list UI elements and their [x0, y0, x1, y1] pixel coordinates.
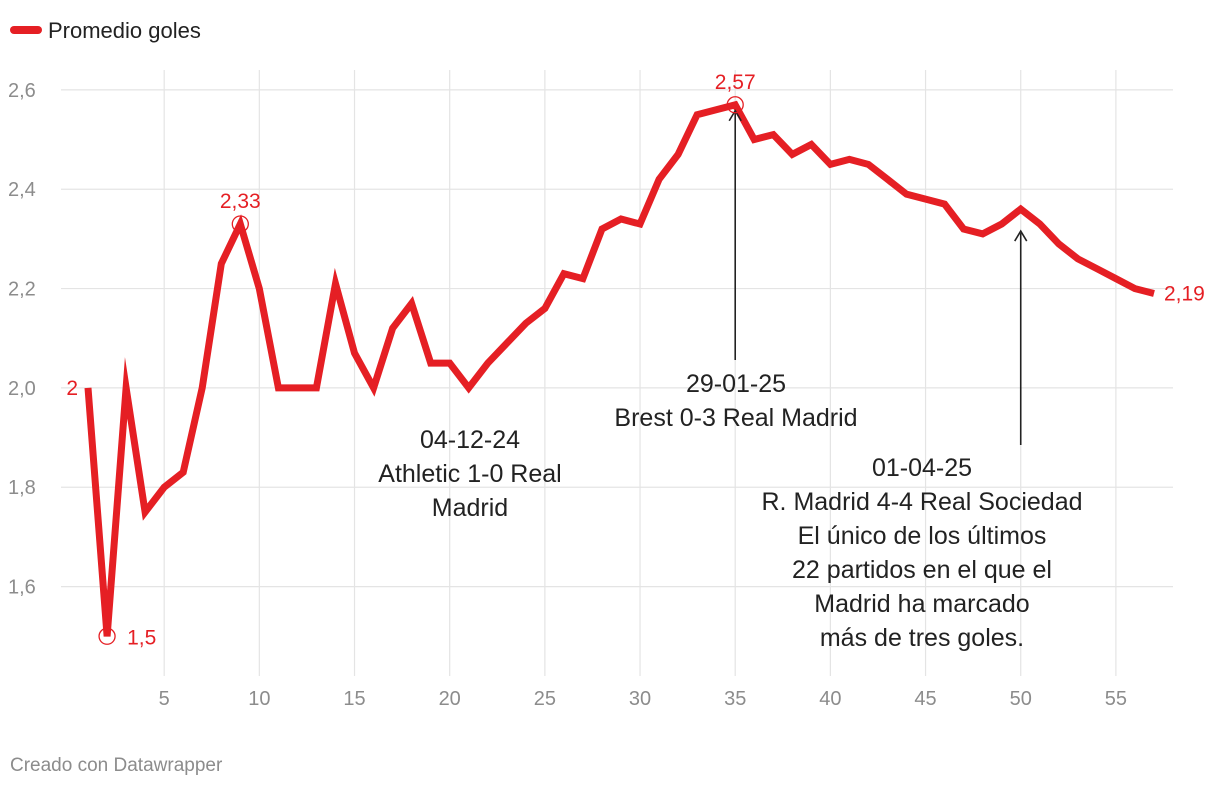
x-tick-label: 40	[819, 688, 841, 710]
axes: 1,6 1,8 2,0 2,2 2,4 2,6 5 10 15 20 25 30 35 40 45 50 55	[8, 80, 1127, 710]
point-labels: 2 1,5 2,33 2,57 2,19	[66, 71, 1204, 649]
y-tick-label: 2,0	[8, 378, 36, 400]
point-label: 1,5	[127, 626, 156, 649]
annotations: 04-12-24 Athletic 1-0 Real Madrid 29-01-25 B…	[378, 109, 1083, 652]
annotation-text: Madrid	[432, 494, 508, 522]
x-tick-label: 5	[159, 688, 170, 710]
point-label: 2,19	[1164, 283, 1205, 306]
annotation-text: 04-12-24	[420, 426, 520, 454]
annotation-text: Madrid ha marcado	[814, 590, 1029, 618]
legend-label: Promedio goles	[48, 18, 201, 43]
y-tick-label: 2,2	[8, 279, 36, 301]
x-tick-label: 55	[1105, 688, 1127, 710]
credit-text: Creado con Datawrapper	[10, 755, 223, 776]
highlight-circle	[726, 96, 744, 114]
x-tick-label: 30	[629, 688, 651, 710]
x-tick-label: 45	[914, 688, 936, 710]
grid	[61, 70, 1173, 676]
point-label: 2	[66, 377, 78, 400]
y-tick-label: 1,8	[8, 477, 36, 499]
point-label: 2,33	[220, 190, 261, 213]
annotation-text: R. Madrid 4-4 Real Sociedad	[762, 488, 1083, 516]
annotation-text: 29-01-25	[686, 370, 786, 398]
x-tick-label: 10	[248, 688, 270, 710]
annotation-text: 22 partidos en el que el	[792, 556, 1052, 584]
x-tick-label: 20	[439, 688, 461, 710]
point-label: 2,57	[715, 71, 756, 94]
x-tick-label: 15	[343, 688, 365, 710]
x-tick-label: 35	[724, 688, 746, 710]
annotation-text: Athletic 1-0 Real	[378, 460, 561, 488]
highlight-circle	[98, 627, 116, 645]
annotation-text: 01-04-25	[872, 454, 972, 482]
annotation-arrow-head	[728, 109, 742, 122]
series-line	[84, 100, 1155, 637]
annotation-text: más de tres goles.	[820, 624, 1024, 652]
y-tick-label: 2,6	[8, 80, 36, 102]
series	[84, 100, 1155, 637]
annotation-arrow-head	[1014, 229, 1028, 242]
y-tick-label: 2,4	[8, 179, 36, 201]
x-tick-label: 25	[534, 688, 556, 710]
legend: Promedio goles	[10, 18, 201, 43]
legend-swatch	[10, 26, 42, 34]
annotation-text: El único de los últimos	[798, 522, 1047, 550]
highlight-circle	[231, 215, 249, 233]
annotation-text: Brest 0-3 Real Madrid	[614, 404, 857, 432]
y-tick-label: 1,6	[8, 577, 36, 599]
x-tick-label: 50	[1010, 688, 1032, 710]
